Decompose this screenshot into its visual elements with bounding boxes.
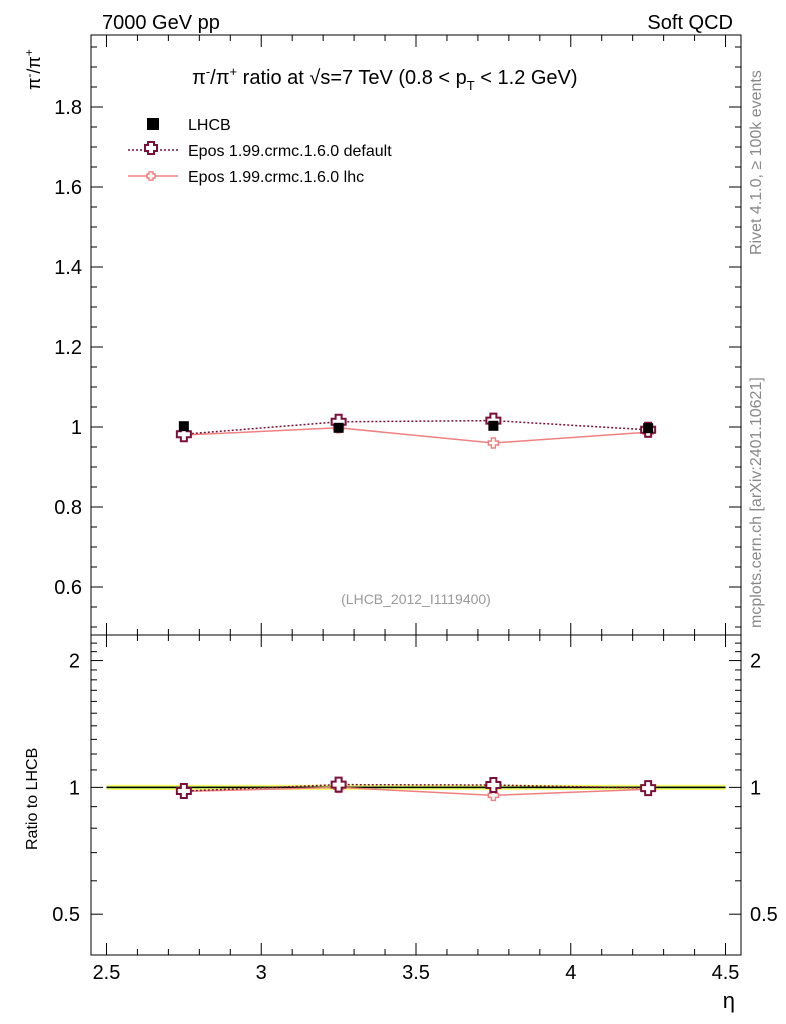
y-tick-label: 1.4 bbox=[54, 257, 82, 279]
lhc-series-line bbox=[183, 786, 649, 797]
ratio-panel: 0.5 0.5 1 1 2 2 Ratio to LHCB bbox=[24, 634, 778, 956]
y-tick-label: 0.6 bbox=[54, 577, 82, 599]
ratio-y-tick-label: 1 bbox=[69, 777, 80, 799]
legend-marker-data bbox=[147, 118, 159, 130]
x-tick-label: 4 bbox=[565, 962, 576, 984]
ratio-y-tick-label-right: 1 bbox=[750, 777, 761, 799]
default-point bbox=[485, 777, 502, 794]
y-tick-label: 1.2 bbox=[54, 337, 82, 359]
data-point bbox=[643, 423, 654, 434]
header-right: Soft QCD bbox=[647, 12, 733, 34]
legend-label-lhc: Epos 1.99.crmc.1.6.0 lhc bbox=[188, 169, 364, 186]
default-series-line bbox=[183, 783, 649, 792]
legend-label-data: LHCB bbox=[188, 117, 231, 134]
data-point bbox=[488, 420, 499, 431]
legend-label-default: Epos 1.99.crmc.1.6.0 default bbox=[188, 143, 392, 160]
y-tick-label: 1.8 bbox=[54, 97, 82, 119]
x-tick-label: 3 bbox=[256, 962, 267, 984]
lhc-series-line bbox=[183, 427, 649, 444]
x-axis-label: η bbox=[723, 988, 735, 1013]
x-tick-label: 3.5 bbox=[402, 962, 430, 984]
main-y-ticks: 0.6 0.8 1 1.2 1.4 1.6 1.8 bbox=[54, 46, 741, 628]
y-tick-label: 1.6 bbox=[54, 177, 82, 199]
ratio-uncertainty-band bbox=[106, 784, 726, 790]
ratio-y-axis-label: Ratio to LHCB bbox=[24, 748, 41, 850]
legend: LHCB Epos 1.99.crmc.1.6.0 default Epos 1… bbox=[128, 117, 392, 186]
ratio-x-ticks bbox=[105, 635, 727, 955]
y-tick-label: 1 bbox=[71, 417, 82, 439]
mcplots-label: mcplots.cern.ch [arXiv:2401.10621] bbox=[748, 377, 765, 628]
legend-marker-lhc bbox=[146, 171, 156, 181]
lhc-point bbox=[487, 437, 500, 449]
ratio-y-tick-label-right: 0.5 bbox=[750, 904, 778, 926]
default-point bbox=[330, 776, 347, 793]
header-left: 7000 GeV pp bbox=[102, 12, 220, 34]
ratio-y-tick-label-right: 2 bbox=[750, 651, 761, 673]
main-panel: π-/π+ ratio at √s=7 TeV (0.8 < pT < 1.2 … bbox=[22, 34, 742, 636]
y-axis-label: π-/π+ bbox=[22, 49, 44, 90]
ratio-series bbox=[175, 776, 657, 802]
main-x-ticks bbox=[105, 35, 727, 635]
lhc-point bbox=[487, 789, 500, 802]
y-tick-label: 0.8 bbox=[54, 497, 82, 519]
data-point bbox=[178, 421, 189, 432]
analysis-id: (LHCB_2012_I1119400) bbox=[341, 591, 491, 607]
legend-marker-default bbox=[144, 141, 158, 155]
ratio-y-tick-label: 0.5 bbox=[52, 904, 80, 926]
ratio-y-tick-label: 2 bbox=[69, 651, 80, 673]
x-tick-label: 4.5 bbox=[712, 962, 740, 984]
data-point bbox=[333, 422, 344, 433]
x-tick-label: 2.5 bbox=[93, 962, 121, 984]
ratio-y-ticks: 0.5 0.5 1 1 2 2 bbox=[52, 642, 778, 926]
main-series bbox=[175, 412, 657, 449]
default-series-line bbox=[183, 419, 649, 435]
default-point bbox=[640, 780, 657, 797]
rivet-label: Rivet 4.1.0, ≥ 100k events bbox=[748, 70, 765, 255]
chart-title: π-/π+ ratio at √s=7 TeV (0.8 < pT < 1.2 … bbox=[192, 64, 578, 93]
x-tick-labels: 2.5 3 3.5 4 4.5 bbox=[93, 962, 740, 984]
default-point bbox=[175, 783, 192, 800]
